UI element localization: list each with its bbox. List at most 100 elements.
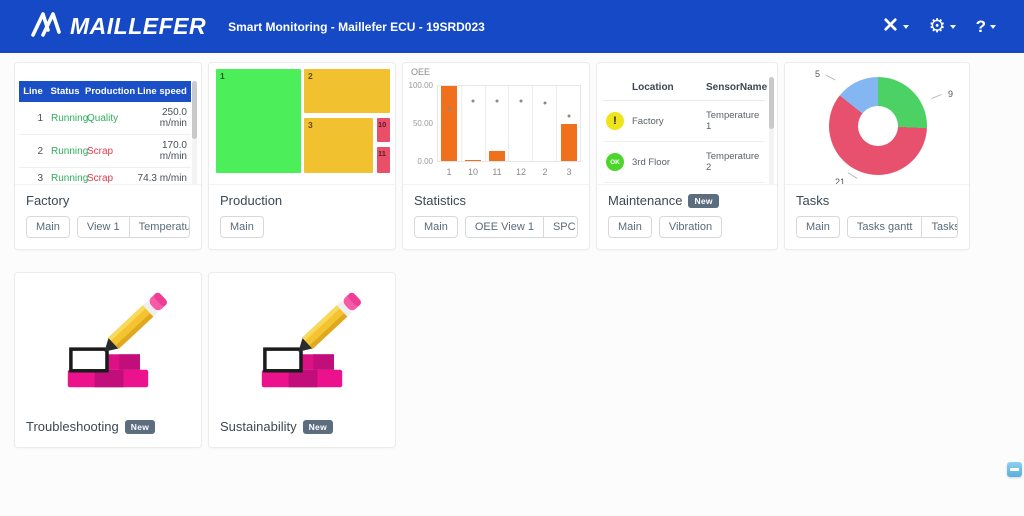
tasks-gantt-button[interactable]: Tasks gantt bbox=[847, 217, 922, 237]
tasks-donut-chart[interactable] bbox=[829, 77, 927, 175]
status-cell: Running bbox=[47, 134, 88, 168]
pie-label: 5 bbox=[815, 69, 821, 79]
card-title-factory: Factory bbox=[26, 193, 70, 208]
treemap-block-3[interactable]: 3 bbox=[304, 118, 373, 173]
line-cell: 2 bbox=[19, 134, 47, 168]
table-row[interactable]: 3 Running Scrap 74.3 m/min bbox=[19, 167, 191, 184]
production-card: 1 2 3 10 11 Production Main bbox=[208, 62, 396, 250]
treemap-label: 3 bbox=[308, 120, 313, 130]
production-treemap: 1 2 3 10 11 bbox=[216, 69, 390, 173]
new-badge: New bbox=[302, 419, 333, 434]
line-cell: 1 bbox=[19, 102, 47, 135]
oee-marker bbox=[543, 101, 547, 104]
treemap-block-1[interactable]: 1 bbox=[216, 69, 301, 173]
statistics-main-button[interactable]: Main bbox=[414, 216, 458, 238]
oee-bar[interactable] bbox=[560, 123, 577, 161]
oee-marker bbox=[495, 99, 499, 103]
status-cell: Running bbox=[47, 102, 88, 135]
factory-card: Line Status Production Line speed 1 Runn… bbox=[14, 62, 202, 250]
new-badge: New bbox=[124, 419, 156, 434]
oee-bar[interactable] bbox=[465, 160, 482, 161]
oee-marker bbox=[447, 107, 451, 110]
table-row[interactable]: ! Factory Temperature 1 bbox=[603, 100, 765, 142]
treemap-block-10[interactable]: 10 bbox=[377, 118, 390, 142]
new-badge: New bbox=[688, 193, 719, 208]
chevron-down-icon bbox=[949, 24, 956, 29]
tasks-history-button[interactable]: Tasks history bbox=[921, 217, 957, 237]
table-row[interactable]: zᶻ Line 10 Extruder Vibration sensor 1 bbox=[603, 182, 765, 184]
leader-line bbox=[931, 93, 942, 100]
troubleshooting-card[interactable]: Troubleshooting New bbox=[14, 272, 202, 448]
factory-temperature-button[interactable]: Temperature bbox=[128, 217, 189, 237]
oee-bar-chart bbox=[437, 85, 581, 162]
maintenance-vibration-button[interactable]: Vibration bbox=[658, 216, 723, 238]
gear-icon: ⚙ bbox=[928, 15, 946, 37]
col-header-icon bbox=[603, 77, 629, 101]
treemap-block-2[interactable]: 2 bbox=[304, 69, 390, 113]
speed-cell: 170.0 m/min bbox=[133, 134, 191, 168]
factory-view1-button[interactable]: View 1 bbox=[77, 217, 129, 237]
speed-cell: 250.0 m/min bbox=[133, 102, 191, 135]
table-scrollbar[interactable] bbox=[769, 77, 774, 184]
maintenance-main-button[interactable]: Main bbox=[608, 216, 652, 238]
treemap-label: 1 bbox=[220, 71, 225, 81]
table-row[interactable]: 2 Running Scrap 170.0 m/min bbox=[19, 134, 191, 168]
y-tick: 100.00 bbox=[408, 81, 433, 90]
card-title-production: Production bbox=[220, 193, 283, 208]
help-icon: ? bbox=[975, 16, 986, 36]
pencil-illustration bbox=[235, 283, 369, 400]
card-title-troubleshooting: Troubleshooting bbox=[26, 419, 119, 434]
treemap-block-11[interactable]: 11 bbox=[377, 147, 390, 173]
location-cell: Factory bbox=[629, 100, 703, 142]
remote-support-widget[interactable] bbox=[1007, 462, 1022, 477]
chevron-down-icon bbox=[990, 24, 996, 29]
help-menu-button[interactable]: ? bbox=[976, 17, 996, 37]
leader-line bbox=[825, 74, 836, 81]
sustainability-card[interactable]: Sustainability New bbox=[208, 272, 396, 448]
x-tick: 3 bbox=[566, 167, 572, 177]
x-tick: 2 bbox=[542, 167, 548, 177]
maintenance-table-header: Location SensorName bbox=[603, 77, 767, 101]
card-title-maintenance: Maintenance bbox=[608, 193, 683, 208]
card-title-tasks: Tasks bbox=[796, 193, 830, 208]
col-header-status: Status bbox=[47, 81, 83, 102]
sensor-cell: Vibration sensor 1 bbox=[703, 182, 765, 184]
col-header-line-speed: Line speed bbox=[133, 81, 191, 102]
brand-logo: MAILLEFER bbox=[30, 11, 206, 42]
oee-bar[interactable] bbox=[441, 86, 458, 161]
tasks-main-button[interactable]: Main bbox=[796, 216, 840, 238]
factory-main-button[interactable]: Main bbox=[26, 216, 70, 238]
oee-view1-button[interactable]: OEE View 1 bbox=[465, 217, 543, 237]
table-scrollbar[interactable] bbox=[192, 81, 197, 184]
card-title-sustainability: Sustainability bbox=[220, 419, 297, 434]
location-cell: 3rd Floor bbox=[629, 141, 703, 183]
pie-label: 9 bbox=[947, 89, 953, 99]
oee-bar[interactable] bbox=[489, 150, 506, 161]
x-tick: 10 bbox=[467, 167, 478, 177]
production-cell: Scrap bbox=[83, 134, 133, 168]
x-tick: 1 bbox=[446, 167, 452, 177]
ok-icon: OK bbox=[606, 153, 624, 171]
treemap-label: 2 bbox=[308, 71, 313, 81]
chevron-down-icon bbox=[902, 24, 909, 29]
factory-table: Line Status Production Line speed 1 Runn… bbox=[19, 81, 191, 184]
app-header: MAILLEFER Smart Monitoring - Maillefer E… bbox=[0, 0, 1024, 53]
leader-line bbox=[847, 172, 858, 179]
card-title-statistics: Statistics bbox=[414, 193, 467, 208]
settings-menu-button[interactable]: ⚙ bbox=[929, 17, 956, 36]
col-header-location: Location bbox=[629, 77, 703, 101]
table-row[interactable]: OK 3rd Floor Temperature 2 bbox=[603, 141, 765, 183]
tasks-card: 5 9 21 Tasks Main Tasks gantt Tasks hist… bbox=[784, 62, 970, 250]
tools-menu-button[interactable] bbox=[882, 16, 909, 38]
spc-view1-button[interactable]: SPC View 1 bbox=[542, 217, 577, 237]
factory-table-header: Line Status Production Line speed bbox=[19, 81, 191, 102]
x-tick: 12 bbox=[515, 167, 526, 177]
table-row[interactable]: 1 Running Quality 250.0 m/min bbox=[19, 102, 191, 135]
maintenance-card: Location SensorName ! Factory Temperatur… bbox=[596, 62, 778, 250]
oee-marker bbox=[471, 99, 475, 103]
production-main-button[interactable]: Main bbox=[220, 216, 264, 238]
sensor-cell: Temperature 1 bbox=[703, 100, 765, 142]
statistics-card: OEE 100.00 50.00 0.00 1 10 11 12 bbox=[402, 62, 590, 250]
page-title: Smart Monitoring - Maillefer ECU - 19SRD… bbox=[228, 19, 485, 34]
col-header-production: Production bbox=[83, 81, 135, 102]
